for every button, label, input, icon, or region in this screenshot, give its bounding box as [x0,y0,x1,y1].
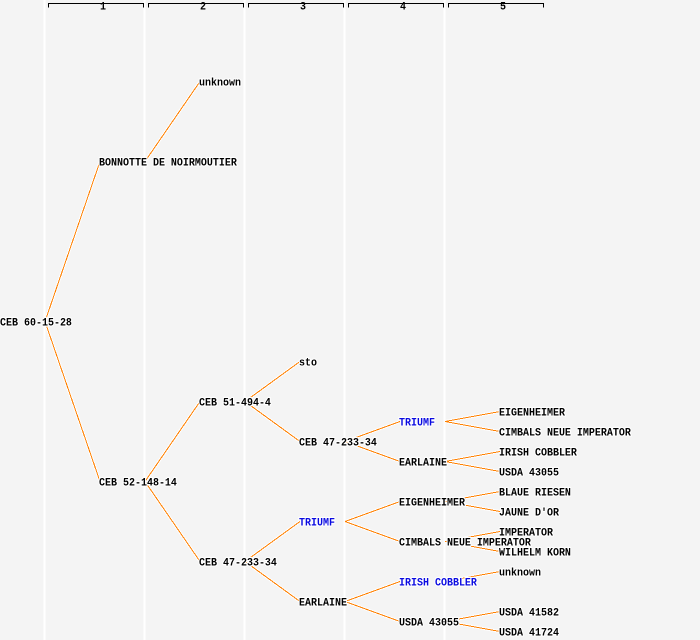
svg-text:4: 4 [400,1,406,14]
svg-text:unknown: unknown [199,77,241,90]
svg-text:JAUNE D'OR: JAUNE D'OR [499,507,560,520]
svg-text:unknown: unknown [499,567,541,580]
svg-text:BONNOTTE DE NOIRMOUTIER: BONNOTTE DE NOIRMOUTIER [99,157,238,170]
svg-text:2: 2 [200,1,206,14]
svg-text:3: 3 [300,1,306,14]
svg-text:5: 5 [500,1,506,14]
svg-text:IMPERATOR: IMPERATOR [499,527,554,540]
svg-text:CEB 47-233-34: CEB 47-233-34 [299,437,377,450]
svg-text:EARLAINE: EARLAINE [299,597,347,610]
svg-text:USDA 41582: USDA 41582 [499,607,559,620]
svg-text:EARLAINE: EARLAINE [399,457,447,470]
svg-text:EIGENHEIMER: EIGENHEIMER [399,497,466,510]
svg-text:CEB 47-233-34: CEB 47-233-34 [199,557,277,570]
svg-text:IRISH COBBLER: IRISH COBBLER [399,577,478,590]
svg-text:TRIUMF: TRIUMF [299,517,335,530]
svg-text:BLAUE RIESEN: BLAUE RIESEN [499,487,571,500]
svg-text:CIMBALS NEUE IMPERATOR: CIMBALS NEUE IMPERATOR [499,427,632,440]
svg-text:WILHELM KORN: WILHELM KORN [499,547,571,560]
svg-text:USDA 43055: USDA 43055 [399,617,459,630]
svg-text:USDA 41724: USDA 41724 [499,627,559,640]
svg-text:sto: sto [299,357,317,370]
svg-text:IRISH COBBLER: IRISH COBBLER [499,447,578,460]
svg-text:CIMBALS NEUE IMPERATOR: CIMBALS NEUE IMPERATOR [399,537,532,550]
svg-text:TRIUMF: TRIUMF [399,417,435,430]
svg-text:CEB 51-494-4: CEB 51-494-4 [199,397,271,410]
svg-text:CEB 52-148-14: CEB 52-148-14 [99,477,177,490]
svg-text:USDA 43055: USDA 43055 [499,467,559,480]
svg-text:CEB 60-15-28: CEB 60-15-28 [0,317,72,330]
svg-text:1: 1 [100,1,106,14]
svg-text:EIGENHEIMER: EIGENHEIMER [499,407,566,420]
